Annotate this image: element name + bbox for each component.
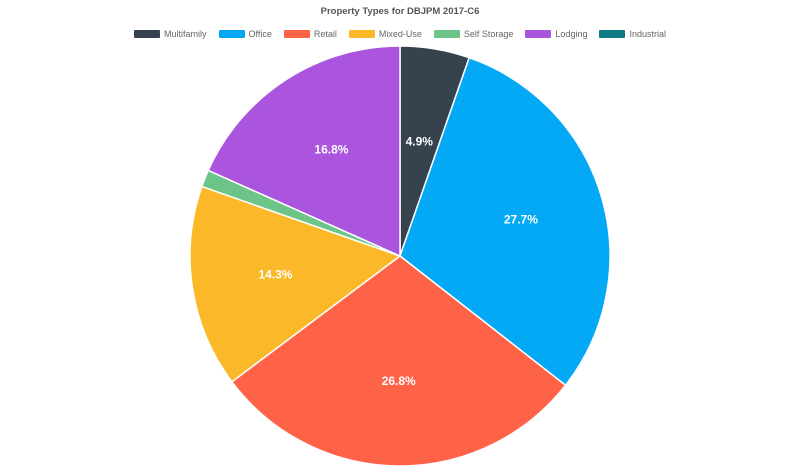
slice-data-label: 4.9% (406, 134, 434, 148)
pie-slice-lodging[interactable] (207, 45, 401, 258)
chart-title: Property Types for DBJPM 2017-C6 (320, 6, 480, 17)
legend-item-retail[interactable]: Retail (283, 29, 337, 39)
legend-item-office[interactable]: Office (218, 29, 272, 39)
legend-swatch (599, 30, 626, 38)
legend-item-mixed-use[interactable]: Mixed-Use (348, 29, 422, 39)
legend-swatch (433, 30, 460, 38)
legend-item-industrial[interactable]: Industrial (599, 29, 666, 39)
legend-swatch (134, 30, 160, 38)
pie-slice-office[interactable] (399, 56, 611, 387)
legend-swatch (218, 30, 245, 38)
legend-item-self-storage[interactable]: Self Storage (433, 29, 514, 39)
slice-data-label: 14.3% (258, 267, 292, 281)
legend-swatch (525, 30, 552, 38)
legend-label: Retail (313, 29, 337, 39)
slice-data-label: 16.8% (314, 142, 348, 156)
slice-data-label: 27.7% (504, 213, 538, 227)
legend-label: Lodging (555, 29, 588, 39)
legend-label: Self Storage (463, 29, 514, 39)
legend-swatch (283, 30, 310, 38)
legend-item-multifamily[interactable]: Multifamily (134, 29, 207, 39)
legend-label: Industrial (629, 29, 666, 39)
legend-label: Multifamily (164, 29, 207, 39)
legend-item-lodging[interactable]: Lodging (525, 29, 587, 39)
legend-label: Office (248, 29, 272, 39)
legend-label: Mixed-Use (378, 29, 422, 39)
pie-slice-retail[interactable] (230, 255, 567, 467)
pie-slice-mixed-use[interactable] (189, 185, 402, 383)
legend: Multifamily Office Retail Mixed-Use Self… (0, 28, 800, 40)
legend-swatch (348, 30, 375, 38)
slice-data-label: 26.8% (382, 374, 416, 388)
